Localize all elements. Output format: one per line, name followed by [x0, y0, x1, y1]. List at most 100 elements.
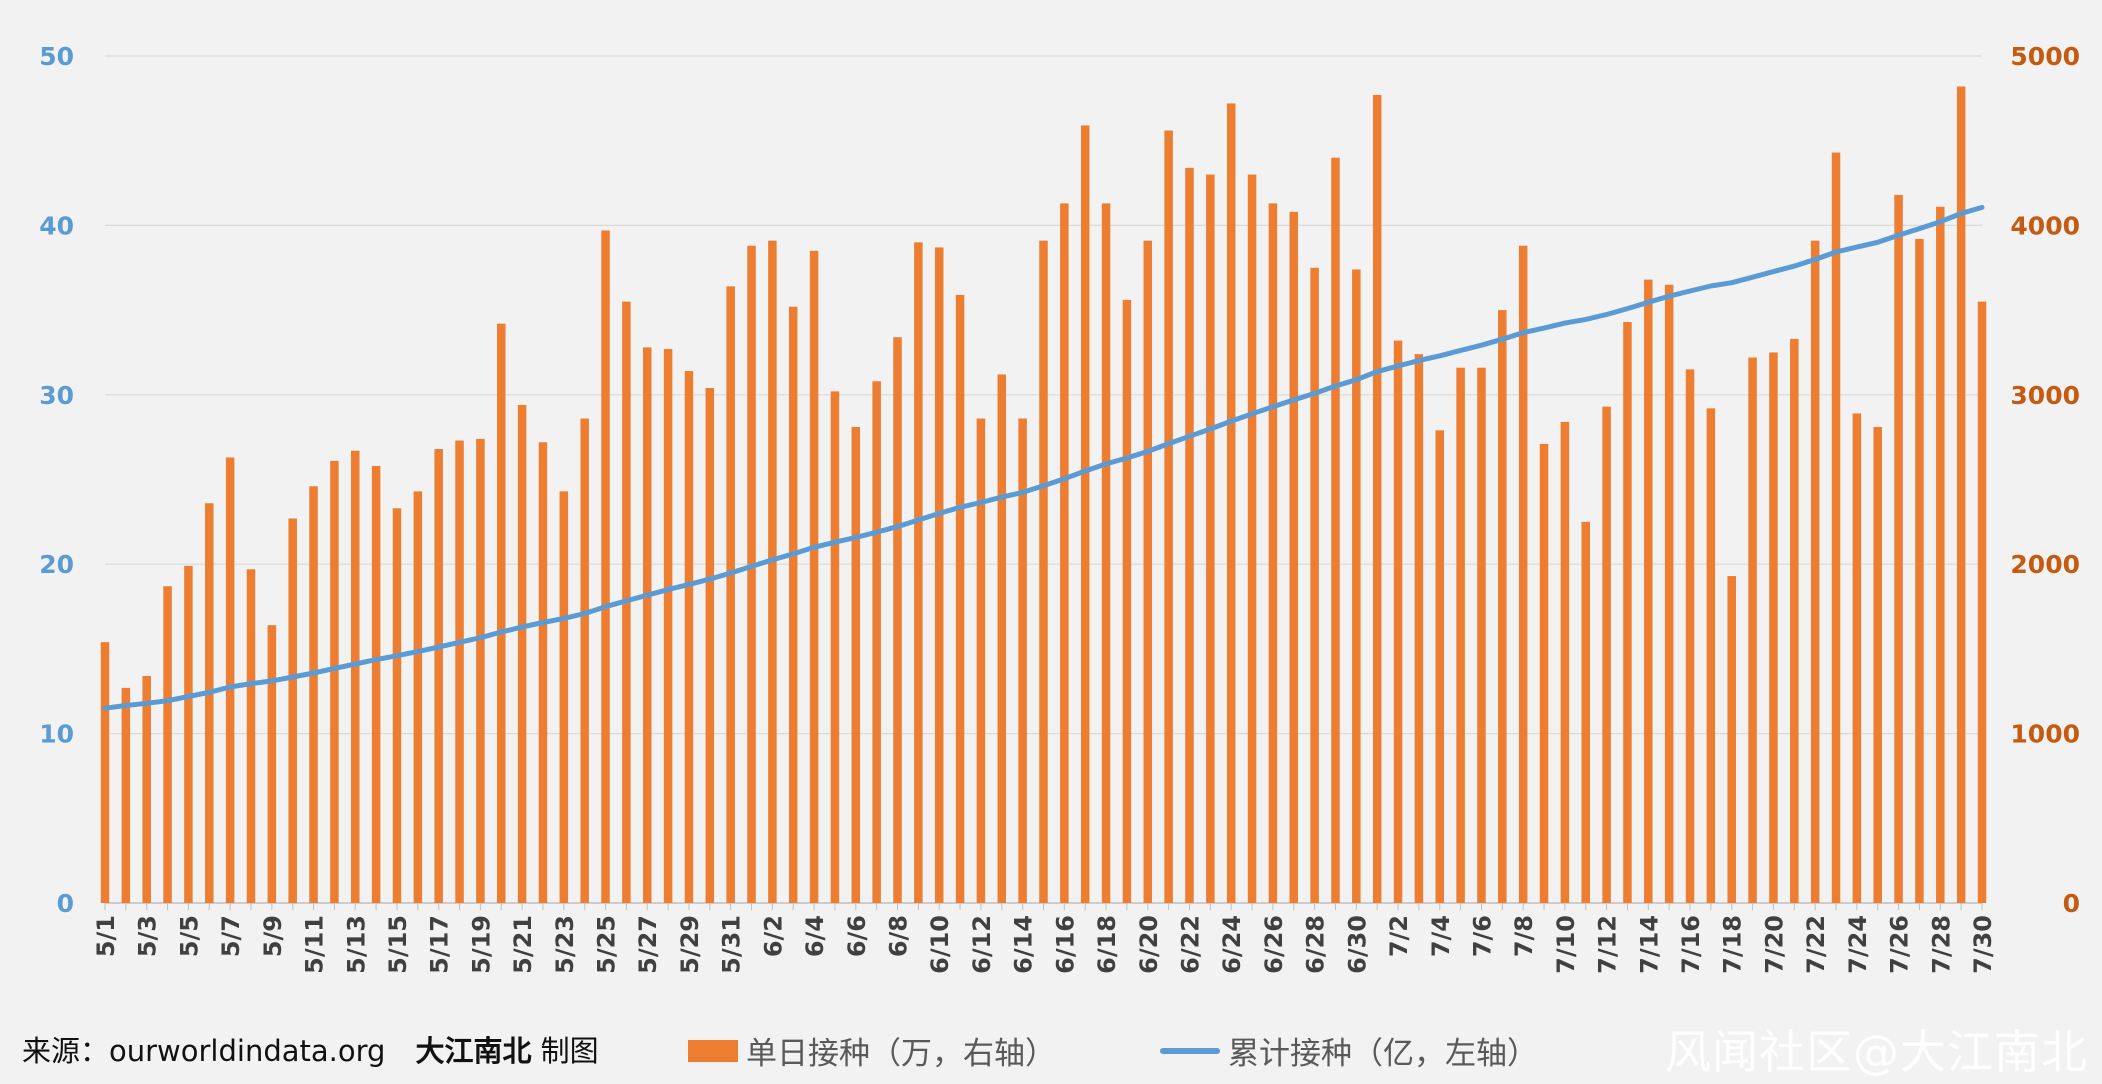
- bar-7/4: [1435, 430, 1445, 903]
- bar-7/27: [1915, 238, 1924, 903]
- x-tick-label: 6/26: [1260, 915, 1288, 974]
- bar-5/19: [476, 438, 485, 903]
- legend-item-cumulative: 累计接种（亿，左轴）: [1160, 1028, 1538, 1073]
- x-tick-label: 7/28: [1927, 915, 1955, 974]
- bar-5/22: [538, 442, 548, 903]
- bar-5/18: [455, 440, 464, 903]
- x-tick-label: 5/9: [259, 915, 287, 957]
- bar-6/3: [788, 306, 798, 903]
- bar-7/7: [1498, 310, 1507, 904]
- bar-7/5: [1456, 367, 1465, 903]
- bar-6/16: [1060, 203, 1069, 904]
- bar-5/5: [184, 565, 193, 903]
- bar-5/7: [225, 457, 235, 903]
- x-tick-label: 5/11: [301, 915, 329, 974]
- bar-6/26: [1268, 203, 1278, 904]
- bar-6/10: [934, 247, 944, 903]
- y-left-tick-label: 30: [39, 381, 74, 410]
- bar-5/6: [205, 503, 214, 903]
- bar-6/12: [976, 418, 986, 903]
- bar-6/5: [830, 391, 840, 903]
- bar-7/26: [1894, 194, 1903, 903]
- bar-7/12: [1602, 406, 1611, 903]
- x-tick-label: 6/10: [926, 915, 954, 974]
- bar-7/19: [1748, 357, 1757, 904]
- x-tick-label: 7/22: [1802, 915, 1830, 974]
- y-right-tick-label: 1000: [2010, 720, 2080, 749]
- x-tick-label: 6/8: [885, 915, 913, 957]
- bar-5/13: [351, 450, 360, 903]
- bar-5/30: [705, 388, 715, 903]
- x-tick-label: 7/4: [1427, 915, 1455, 957]
- y-left-tick-label: 10: [39, 720, 74, 749]
- x-tick-label: 5/7: [217, 915, 245, 957]
- bar-5/2: [121, 687, 131, 903]
- x-tick-label: 6/2: [759, 915, 787, 957]
- bar-7/29: [1956, 86, 1966, 903]
- bar-6/14: [1018, 418, 1027, 903]
- y-axis-right: 0 1000 2000 3000 4000 5000: [2010, 42, 2080, 918]
- bar-6/24: [1226, 103, 1236, 903]
- x-tick-label: 6/22: [1177, 915, 1205, 974]
- bar-6/18: [1101, 203, 1111, 904]
- bar-6/7: [872, 381, 881, 903]
- bar-6/25: [1247, 174, 1257, 903]
- bar-7/22: [1810, 240, 1820, 903]
- y-right-tick-label: 2000: [2010, 550, 2080, 579]
- bar-7/8: [1518, 245, 1528, 903]
- bar-7/25: [1873, 426, 1882, 903]
- bar-5/25: [601, 230, 610, 903]
- y-right-tick-label: 4000: [2010, 211, 2080, 240]
- x-tick-label: 5/29: [676, 915, 704, 974]
- bar-7/24: [1852, 413, 1862, 903]
- x-tick-label: 5/15: [384, 915, 412, 974]
- x-tick-label: 6/14: [1010, 915, 1038, 974]
- x-tick-label: 7/14: [1635, 915, 1663, 974]
- bar-5/15: [392, 508, 402, 903]
- x-tick-label: 6/30: [1343, 915, 1371, 974]
- x-tick-label: 5/23: [551, 915, 579, 974]
- x-tick-label: 5/3: [134, 915, 162, 957]
- x-tick-label: 7/8: [1510, 915, 1538, 957]
- bar-5/16: [413, 491, 423, 903]
- x-tick-label: 6/6: [843, 915, 871, 957]
- bar-7/13: [1623, 321, 1632, 903]
- bar-7/21: [1790, 338, 1799, 903]
- bar-7/10: [1560, 421, 1570, 903]
- bar-series-daily: [100, 86, 1987, 904]
- x-tick-label: 7/20: [1760, 915, 1788, 974]
- bar-7/2: [1393, 340, 1403, 903]
- bar-6/23: [1206, 174, 1215, 903]
- bar-6/9: [914, 242, 923, 904]
- y-axis-left: 0 10 20 30 40 50: [39, 42, 74, 918]
- bar-6/6: [851, 426, 861, 903]
- bar-7/18: [1727, 576, 1736, 903]
- bar-5/27: [642, 347, 652, 903]
- bar-5/24: [580, 418, 589, 903]
- x-tick-label: 5/21: [509, 915, 537, 974]
- combo-chart: 5/1 5/3 5/5 5/7 5/9 5/11 5/13 5/15 5/17 5/19 5/21 5…: [39, 42, 2080, 974]
- x-tick-label: 5/13: [342, 915, 370, 974]
- bar-6/11: [955, 294, 965, 903]
- bar-7/16: [1685, 369, 1695, 903]
- x-tick-label: 6/12: [968, 915, 996, 974]
- y-left-tick-label: 50: [39, 42, 74, 71]
- bar-5/14: [371, 465, 381, 903]
- bar-5/29: [684, 371, 694, 904]
- bar-6/19: [1122, 299, 1132, 903]
- legend-label-cumulative: 累计接种（亿，左轴）: [1228, 1036, 1538, 1072]
- bar-7/1: [1372, 94, 1382, 904]
- bar-7/3: [1414, 354, 1424, 903]
- chart-footer: 来源：ourworldindata.org 大江南北 制图 单日接种（万，右轴） …: [0, 1022, 2102, 1079]
- x-tick-label: 7/18: [1719, 915, 1747, 974]
- bar-7/15: [1664, 284, 1674, 903]
- bar-5/8: [246, 569, 256, 903]
- bar-6/8: [893, 337, 902, 904]
- bar-5/1: [100, 642, 110, 903]
- x-tick-label: 6/28: [1302, 915, 1330, 974]
- bar-6/22: [1185, 167, 1194, 903]
- bar-5/17: [434, 449, 443, 903]
- x-tick-label: 6/24: [1218, 915, 1246, 974]
- bar-6/21: [1164, 130, 1173, 903]
